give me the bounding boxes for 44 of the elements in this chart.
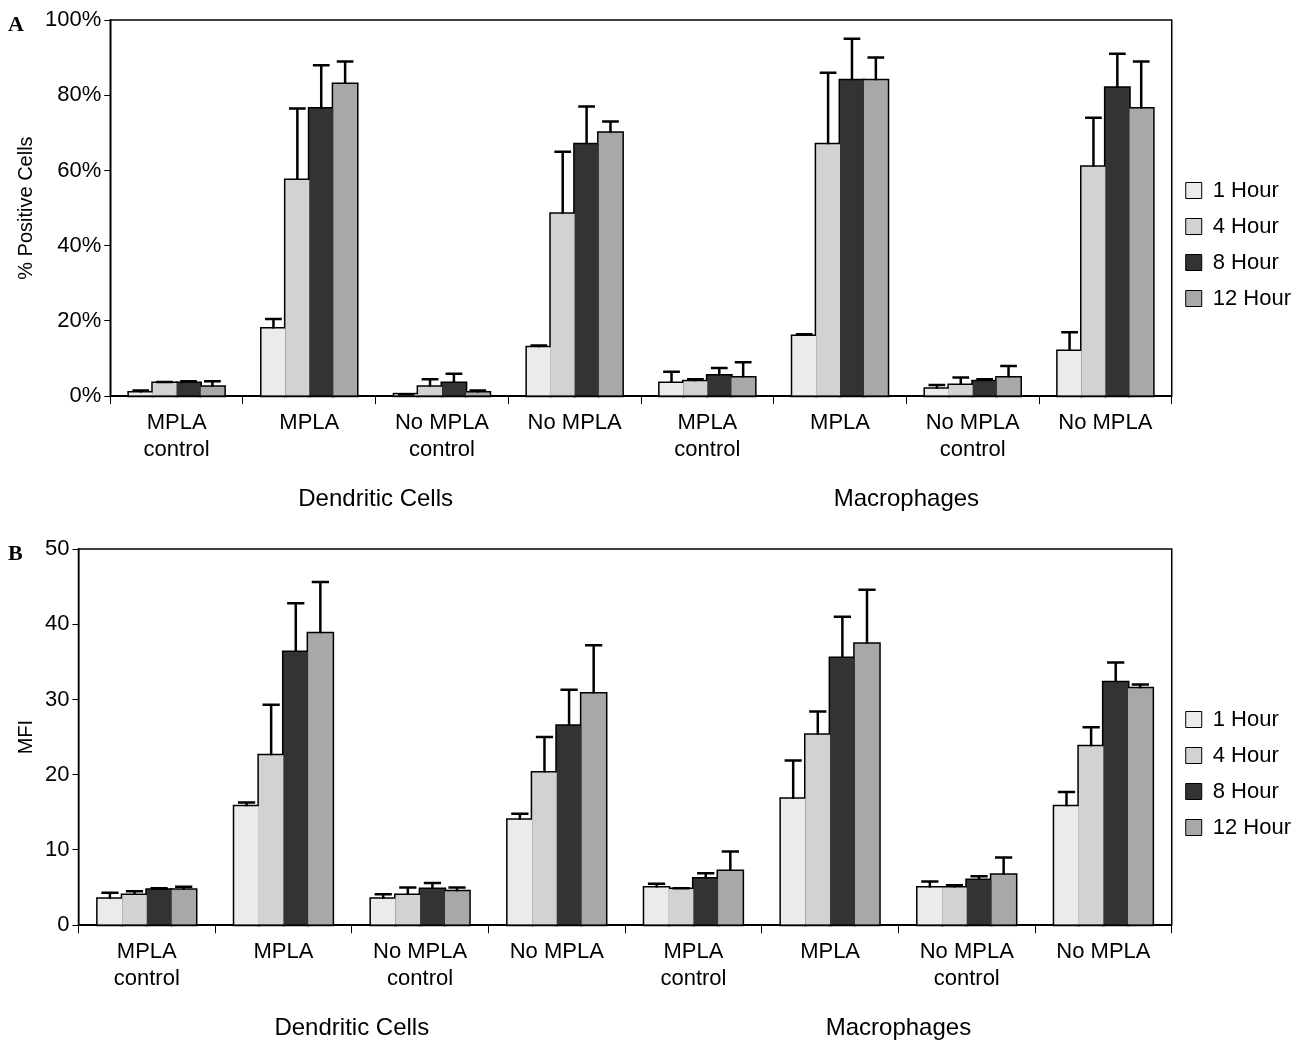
legend-label: 1 Hour [1212, 176, 1279, 202]
x-tick-label: No MPLA [527, 409, 623, 435]
legend-label: 1 Hour [1212, 705, 1279, 731]
x-tick-label: MPLA control [660, 938, 727, 990]
legend-label: 12 Hour [1212, 284, 1292, 310]
text: Dendritic Cells [298, 483, 453, 511]
x-tick-label: No MPLA [1056, 938, 1151, 964]
chart-title: A [8, 10, 24, 36]
x-tick-label: MPLA control [674, 409, 741, 461]
x-tick-label: MPLA control [143, 409, 210, 461]
y-tick-label: 30 [44, 685, 70, 711]
y-axis-title: MFI [13, 719, 36, 755]
x-tick-label: No MPLA control [394, 409, 490, 461]
y-tick-label: 0 [57, 911, 70, 937]
y-tick-label: 50 [44, 535, 70, 561]
y-tick-label: 60% [57, 156, 102, 182]
x-tick-label: No MPLA control [919, 938, 1015, 990]
x-tick-label: MPLA [253, 938, 314, 964]
x-tick-label: No MPLA control [373, 938, 468, 990]
x-tick-label: MPLA [800, 938, 861, 964]
x-tick-label: MPLA [810, 409, 871, 435]
legend-label: 8 Hour [1212, 777, 1279, 803]
x-tick-label: No MPLA [509, 938, 605, 964]
legend-label: 8 Hour [1212, 248, 1279, 274]
legend-label: 4 Hour [1212, 212, 1279, 238]
y-tick-label: 10 [44, 836, 70, 862]
y-tick-label: 80% [57, 81, 102, 107]
y-tick-label: 0% [69, 382, 102, 408]
legend-label: 4 Hour [1212, 741, 1279, 767]
text: Dendritic Cells [274, 1012, 430, 1040]
x-tick-label: MPLA [279, 409, 340, 435]
x-tick-label: No MPLA control [925, 409, 1021, 461]
y-axis-title: % Positive Cells [13, 136, 36, 280]
legend-label: 12 Hour [1212, 813, 1292, 839]
y-tick-label: 20% [57, 307, 102, 333]
y-tick-label: 40 [44, 610, 70, 636]
x-tick-label: MPLA control [113, 938, 180, 990]
text: Macrophages [825, 1012, 972, 1040]
y-tick-label: 40% [57, 231, 102, 257]
y-tick-label: 100% [44, 6, 102, 32]
x-tick-label: No MPLA [1058, 409, 1153, 435]
y-tick-label: 20 [44, 760, 70, 786]
text: Macrophages [833, 483, 980, 511]
chart-title: B [8, 539, 23, 565]
